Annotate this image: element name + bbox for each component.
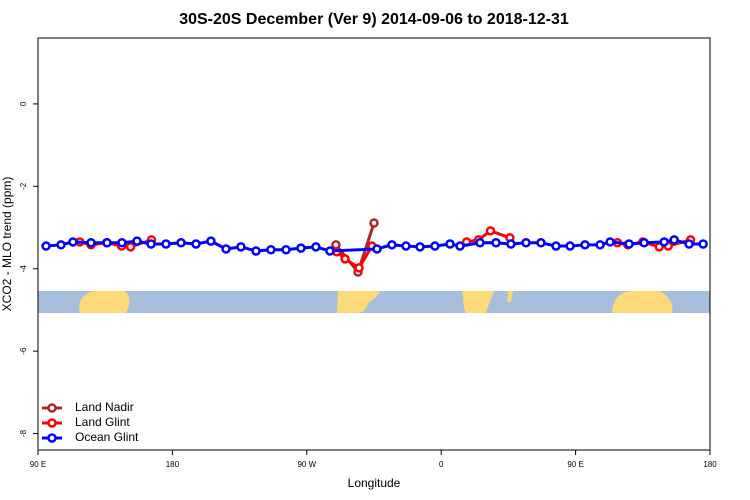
point	[132, 236, 142, 246]
point	[401, 241, 411, 251]
point	[206, 236, 216, 246]
x-tick-label: 0	[439, 460, 444, 469]
point	[565, 241, 575, 251]
series-line	[466, 229, 511, 244]
legend-marker	[47, 403, 57, 413]
point	[125, 242, 136, 252]
point	[86, 238, 96, 248]
point	[340, 254, 350, 264]
point	[521, 238, 531, 248]
point	[415, 242, 425, 252]
point	[369, 218, 379, 228]
x-axis-label: Longitude	[348, 476, 401, 490]
map-strip	[38, 291, 710, 313]
point	[221, 244, 231, 254]
point	[161, 239, 171, 249]
point	[68, 237, 78, 247]
point	[624, 239, 634, 249]
point	[56, 240, 66, 250]
point	[659, 237, 669, 247]
legend-label: Ocean Glint	[75, 430, 139, 444]
point	[698, 239, 708, 249]
legend-label: Land Nadir	[75, 400, 134, 414]
x-tick-label: 180	[166, 460, 180, 469]
point	[455, 241, 465, 251]
point	[387, 240, 397, 250]
legend-label: Land Glint	[75, 415, 130, 429]
y-tick-label: 0	[19, 101, 28, 106]
point	[176, 238, 186, 248]
point	[191, 239, 201, 249]
point	[605, 237, 615, 247]
point	[117, 238, 127, 248]
y-tick-label: -6	[19, 347, 28, 355]
point	[266, 245, 276, 255]
point	[669, 235, 679, 245]
point	[354, 263, 364, 273]
point	[485, 226, 496, 236]
y-axis-label: XCO2 - MLO trend (ppm)	[0, 177, 14, 312]
point	[595, 240, 605, 250]
point	[684, 239, 694, 249]
point	[372, 244, 382, 254]
legend-marker	[47, 433, 57, 443]
x-tick-label: 90 W	[297, 460, 316, 469]
point	[506, 239, 516, 249]
x-tick-label: 180	[703, 460, 717, 469]
point	[296, 243, 306, 253]
x-tick-label: 90 E	[30, 460, 46, 469]
y-tick-label: -4	[19, 265, 28, 273]
x-tick-label: 90 E	[567, 460, 583, 469]
point	[325, 246, 335, 256]
point	[551, 241, 561, 251]
point	[251, 246, 261, 256]
chart-title: 30S-20S December (Ver 9) 2014-09-06 to 2…	[179, 11, 569, 28]
legend-marker	[47, 418, 57, 428]
point	[102, 238, 112, 248]
point	[146, 239, 156, 249]
point	[639, 238, 649, 248]
y-tick-label: -2	[19, 182, 28, 190]
series-line	[335, 245, 374, 271]
point	[580, 240, 590, 250]
point	[445, 239, 455, 249]
plot-frame	[37, 37, 711, 451]
y-tick-label: -8	[19, 429, 28, 437]
point	[491, 238, 501, 248]
point	[41, 241, 51, 251]
point	[281, 245, 291, 255]
point	[430, 241, 440, 251]
point	[536, 238, 546, 248]
point	[475, 238, 485, 248]
point	[311, 242, 321, 252]
point	[236, 242, 246, 252]
